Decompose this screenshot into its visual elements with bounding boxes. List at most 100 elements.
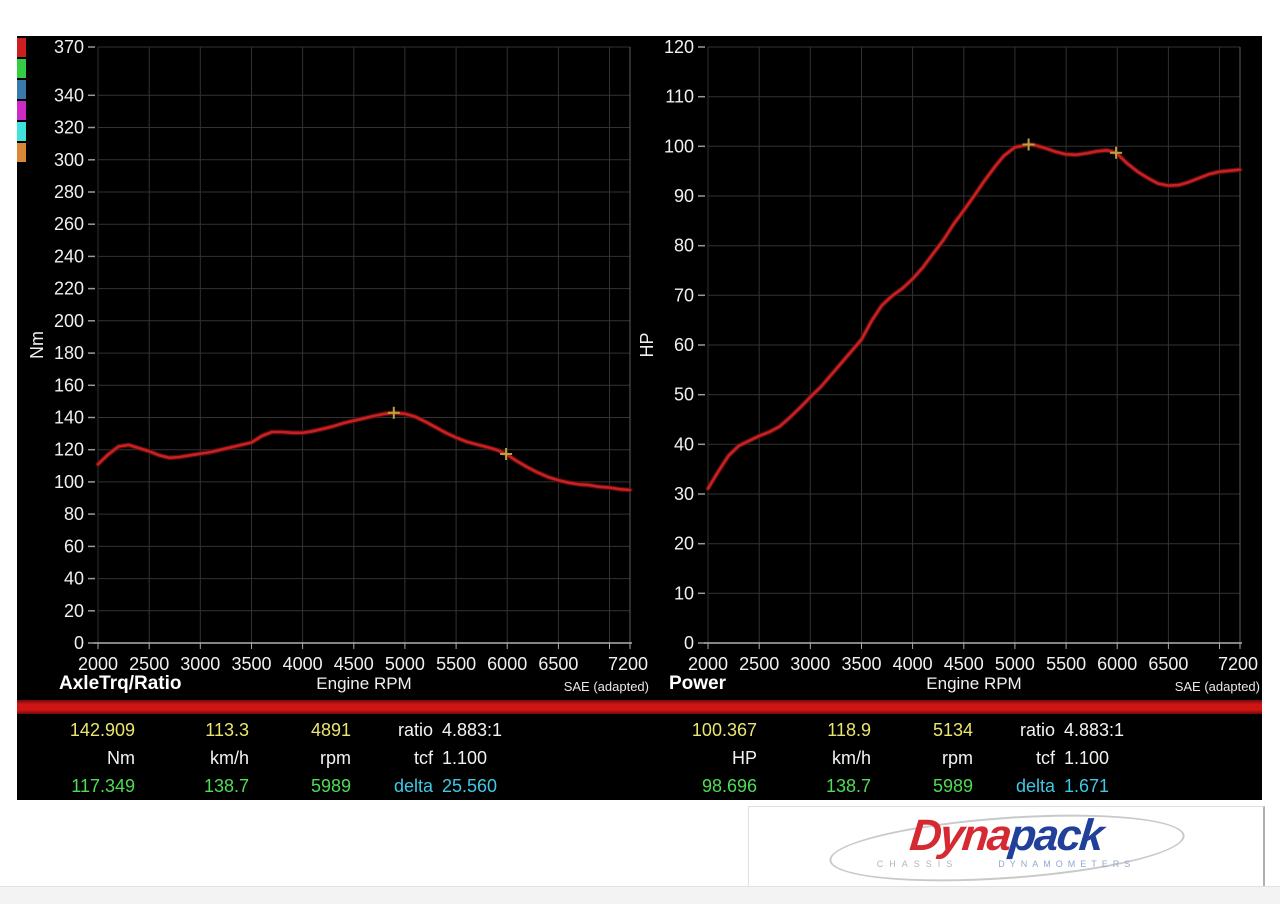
- power-readout: 100.367 118.9 5134 ratio 4.883:1 HP km/h…: [639, 714, 1261, 800]
- bottom-strip: [0, 886, 1280, 904]
- svg-text:200: 200: [54, 311, 84, 331]
- delta-label: delta: [1015, 775, 1055, 796]
- svg-text:20: 20: [64, 601, 84, 621]
- power-cursor2-value: 98.696: [701, 775, 757, 796]
- channel-4-chip[interactable]: [17, 101, 26, 120]
- svg-text:100: 100: [54, 472, 84, 492]
- rpm-cursor-value: 4891: [310, 719, 351, 740]
- svg-text:40: 40: [64, 569, 84, 589]
- svg-text:7200: 7200: [608, 654, 648, 674]
- tcf-label: tcf: [1035, 747, 1055, 768]
- torque-title-row: AxleTrq/Ratio Engine RPM SAE (adapted): [29, 673, 651, 699]
- svg-text:5000: 5000: [385, 654, 425, 674]
- svg-text:3500: 3500: [231, 654, 271, 674]
- svg-text:5000: 5000: [995, 654, 1035, 674]
- svg-text:3000: 3000: [180, 654, 220, 674]
- svg-text:6500: 6500: [1148, 654, 1188, 674]
- svg-text:220: 220: [54, 279, 84, 299]
- cursor-readout: 142.909 113.3 4891 ratio 4.883:1 Nm km/h…: [17, 714, 1262, 800]
- logo-word-dyna: Dyna: [907, 811, 1013, 860]
- svg-text:4500: 4500: [334, 654, 374, 674]
- power-sae-note: SAE (adapted): [1174, 679, 1260, 694]
- logo-subtext: CHASSIS DYNAMOMETERS: [749, 859, 1263, 869]
- svg-text:300: 300: [54, 150, 84, 170]
- channel-5-chip[interactable]: [17, 122, 26, 141]
- logo-wordmark: Dynapack: [746, 811, 1265, 861]
- rpm-unit-label: rpm: [942, 747, 973, 768]
- delta-value: 1.671: [1064, 775, 1110, 796]
- rpm-cursor-value: 5134: [932, 719, 973, 740]
- svg-text:4000: 4000: [893, 654, 933, 674]
- svg-text:50: 50: [674, 385, 694, 405]
- speed-unit-label: km/h: [209, 747, 249, 768]
- channel-1-chip[interactable]: [17, 38, 26, 57]
- separator-bar: [17, 700, 1262, 714]
- ratio-label: ratio: [1019, 719, 1055, 740]
- dyno-panel: 0 20 40 60 80 100 120 140 160 180 200 220 240 260 280 3…: [17, 36, 1262, 800]
- channel-2-chip[interactable]: [17, 59, 26, 78]
- logo-word-pack: pack: [1007, 811, 1105, 860]
- svg-text:6000: 6000: [1097, 654, 1137, 674]
- delta-readout: delta 25.560: [351, 776, 539, 797]
- svg-text:340: 340: [54, 85, 84, 105]
- power-chart-area: 0 10 20 30 40 50 60 70 80 90 100 110 120 2000 2500 3000…: [639, 36, 1262, 700]
- tcf-readout: tcf 1.100: [351, 748, 539, 769]
- ratio-readout: ratio 4.883:1: [973, 720, 1161, 741]
- svg-text:180: 180: [54, 343, 84, 363]
- svg-text:260: 260: [54, 214, 84, 234]
- dynapack-logo: Dynapack CHASSIS DYNAMOMETERS: [746, 804, 1265, 892]
- svg-text:2000: 2000: [688, 654, 728, 674]
- tcf-value: 1.100: [442, 747, 488, 768]
- svg-text:120: 120: [664, 37, 694, 57]
- logo-chassis-text: CHASSIS: [876, 859, 959, 869]
- torque-cursor2-value: 117.349: [71, 775, 135, 796]
- power-cursor-value: 100.367: [691, 719, 757, 740]
- power-plot[interactable]: 0 10 20 30 40 50 60 70 80 90 100 110 120 2000 2500 3000…: [639, 36, 1262, 700]
- svg-text:4500: 4500: [944, 654, 984, 674]
- torque-chart-area: 0 20 40 60 80 100 120 140 160 180 200 220 240 260 280 3…: [29, 36, 651, 700]
- svg-text:30: 30: [674, 484, 694, 504]
- svg-text:110: 110: [665, 87, 694, 107]
- svg-text:6500: 6500: [538, 654, 578, 674]
- channel-6-chip[interactable]: [17, 143, 26, 162]
- svg-text:3500: 3500: [841, 654, 881, 674]
- svg-text:160: 160: [54, 375, 84, 395]
- svg-text:140: 140: [54, 408, 84, 428]
- svg-text:2500: 2500: [129, 654, 169, 674]
- torque-x-axis-label: Engine RPM: [316, 674, 412, 693]
- channel-legend: [17, 38, 26, 164]
- tcf-label: tcf: [413, 747, 433, 768]
- svg-text:40: 40: [674, 434, 694, 454]
- ratio-value: 4.883:1: [1064, 719, 1125, 740]
- svg-text:320: 320: [54, 118, 84, 138]
- svg-text:0: 0: [74, 633, 84, 653]
- svg-text:10: 10: [674, 583, 694, 603]
- ratio-label: ratio: [397, 719, 433, 740]
- rpm-cursor2-value: 5989: [310, 775, 351, 796]
- power-x-axis-label: Engine RPM: [926, 674, 1022, 693]
- rpm-unit-label: rpm: [320, 747, 351, 768]
- svg-text:60: 60: [64, 536, 84, 556]
- speed-cursor-value: 113.3: [205, 719, 249, 740]
- delta-label: delta: [393, 775, 433, 796]
- svg-text:80: 80: [64, 504, 84, 524]
- svg-text:6000: 6000: [487, 654, 527, 674]
- speed-cursor2-value: 138.7: [825, 775, 871, 796]
- torque-unit-label: Nm: [107, 747, 135, 768]
- power-title-row: Power Engine RPM SAE (adapted): [639, 673, 1262, 699]
- rpm-cursor2-value: 5989: [932, 775, 973, 796]
- channel-3-chip[interactable]: [17, 80, 26, 99]
- torque-plot[interactable]: 0 20 40 60 80 100 120 140 160 180 200 220 240 260 280 3…: [29, 36, 651, 700]
- svg-text:2500: 2500: [739, 654, 779, 674]
- torque-sae-note: SAE (adapted): [563, 679, 649, 694]
- torque-readout: 142.909 113.3 4891 ratio 4.883:1 Nm km/h…: [17, 714, 639, 800]
- svg-text:0: 0: [684, 633, 694, 653]
- ratio-value: 4.883:1: [442, 719, 503, 740]
- svg-text:80: 80: [674, 236, 694, 256]
- delta-value: 25.560: [442, 775, 498, 796]
- logo-dynamometers-text: DYNAMOMETERS: [998, 859, 1136, 869]
- svg-text:280: 280: [54, 182, 84, 202]
- tcf-value: 1.100: [1064, 747, 1110, 768]
- svg-text:5500: 5500: [436, 654, 476, 674]
